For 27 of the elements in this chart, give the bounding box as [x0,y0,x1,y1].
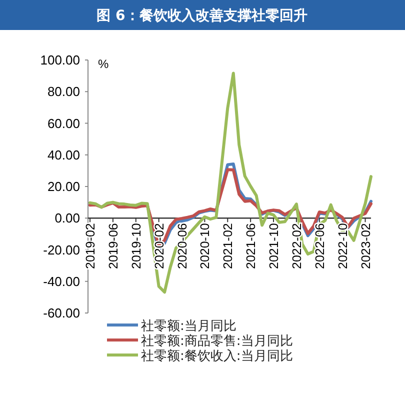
x-tick-label: 2019-10 [129,223,144,269]
x-tick-label: 2023-02 [358,223,373,269]
x-tick-label: 2021-06 [244,223,258,269]
x-tick-label: 2019-02 [84,223,98,269]
y-tick-label: 20.00 [47,179,80,194]
x-tick-label: 2020-06 [175,223,190,269]
x-tick-label: 2022-02 [290,223,304,269]
x-tick-label: 2021-02 [221,223,236,269]
x-tick-label: 2019-06 [106,223,120,269]
x-tick-label: 2022-06 [312,223,327,269]
y-tick-label: 60.00 [47,116,80,131]
x-tick-label: 2021-10 [267,223,282,269]
y-tick-label: -60.00 [43,306,80,320]
legend-label: 社零额:商品零售:当月同比 [141,334,293,349]
y-tick-label: -40.00 [43,274,80,289]
y-tick-label: 80.00 [47,84,80,100]
x-tick-label: 2020-02 [152,223,166,269]
legend-label: 社零额:餐饮收入:当月同比 [141,349,293,364]
legend-label: 社零额:当月同比 [141,319,236,334]
y-tick-label: -20.00 [43,242,80,258]
x-tick-label: 2022-10 [336,223,350,269]
annotation: % [98,57,109,71]
y-tick-label: 100.00 [40,52,80,68]
y-tick-label: 40.00 [47,147,80,162]
chart-title: 图 6：餐饮收入改善支撑社零回升 [96,7,308,24]
x-tick-label: 2020-10 [198,223,212,269]
y-tick-label: 0.00 [54,210,80,226]
